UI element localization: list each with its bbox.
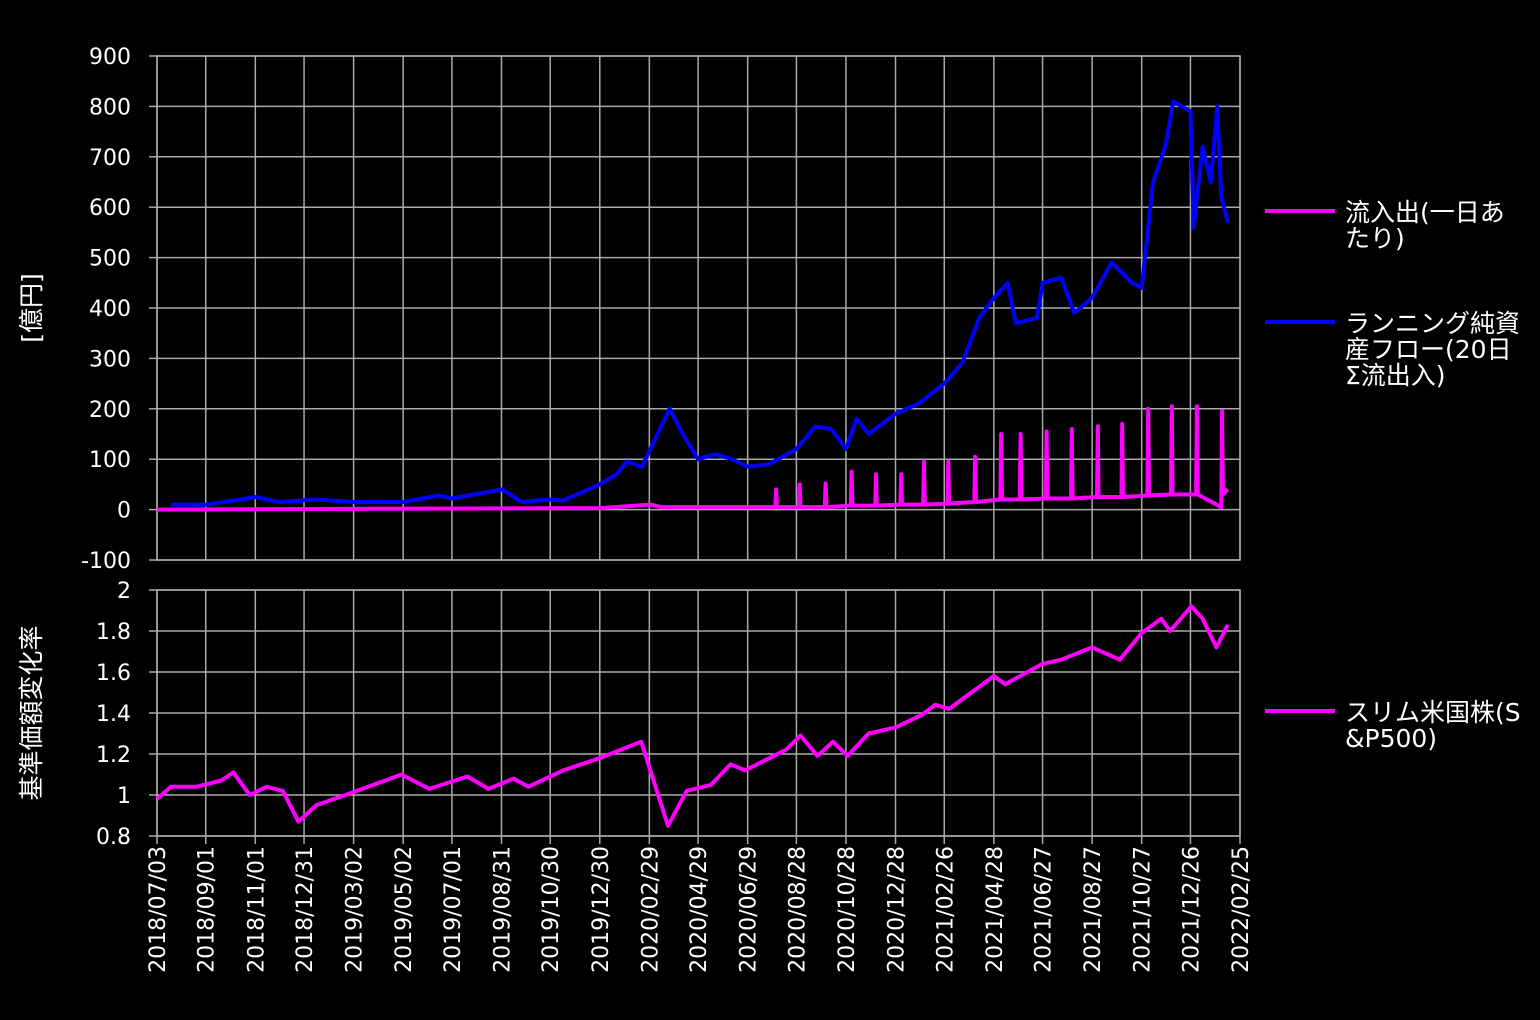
x-tick-label: 2019/07/01 [441, 846, 466, 973]
y-axis-label: [億円] [17, 273, 46, 343]
y-tick-label: 800 [89, 95, 131, 120]
x-tick-label: 2020/06/29 [737, 846, 762, 973]
x-tick-label: 2021/04/28 [983, 846, 1008, 973]
x-tick-label: 2019/08/31 [490, 846, 515, 973]
x-tick-label: 2018/12/31 [293, 846, 318, 973]
x-tick-label: 2022/02/25 [1229, 846, 1254, 973]
y-tick-label: 1.8 [96, 620, 131, 645]
y-tick-label: 0 [117, 499, 131, 524]
y-tick-label: 1.2 [96, 743, 131, 768]
y-axis-label: 基準価額変化率 [17, 625, 46, 800]
y-tick-label: 200 [89, 398, 131, 423]
x-tick-label: 2018/07/03 [146, 846, 171, 973]
y-tick-label: -100 [81, 549, 131, 574]
x-tick-label: 2019/05/02 [392, 846, 417, 973]
x-tick-label: 2021/06/27 [1032, 846, 1057, 973]
legend-label: スリム米国株(S&P500) [1345, 698, 1521, 753]
y-tick-label: 600 [89, 196, 131, 221]
x-tick-label: 2020/08/28 [785, 846, 810, 973]
x-tick-label: 2020/10/28 [835, 846, 860, 973]
y-tick-label: 2 [117, 579, 131, 604]
y-tick-label: 300 [89, 347, 131, 372]
y-tick-label: 400 [89, 297, 131, 322]
series-line [156, 404, 1230, 512]
x-tick-label: 2021/12/26 [1179, 846, 1204, 973]
legend-label: ランニング純資産フロー(20日Σ流出入) [1345, 309, 1521, 390]
x-tick-label: 2018/11/01 [244, 846, 269, 973]
series-line [155, 604, 1230, 828]
x-tick-label: 2020/04/29 [687, 846, 712, 973]
x-tick-label: 2021/02/26 [933, 846, 958, 973]
y-tick-label: 900 [89, 45, 131, 70]
y-tick-label: 0.8 [96, 825, 131, 850]
series-line [170, 99, 1230, 507]
y-tick-label: 1.6 [96, 661, 131, 686]
y-tick-label: 100 [89, 448, 131, 473]
plot-frame [156, 589, 1241, 837]
y-tick-label: 700 [89, 146, 131, 171]
x-tick-label: 2020/12/28 [885, 846, 910, 973]
legend-label: 流入出(一日あたり) [1345, 198, 1505, 253]
x-tick-label: 2021/10/27 [1131, 846, 1156, 973]
x-tick-label: 2019/10/30 [539, 846, 564, 973]
y-tick-label: 1.4 [96, 702, 131, 727]
x-tick-label: 2019/03/02 [343, 846, 368, 973]
x-tick-label: 2020/02/29 [638, 846, 663, 973]
plot-frame [156, 55, 1241, 561]
x-tick-label: 2018/09/01 [195, 846, 220, 973]
y-tick-label: 1 [117, 784, 131, 809]
x-tick-label: 2021/08/27 [1081, 846, 1106, 973]
y-tick-label: 500 [89, 247, 131, 272]
x-tick-label: 2019/12/30 [589, 846, 614, 973]
